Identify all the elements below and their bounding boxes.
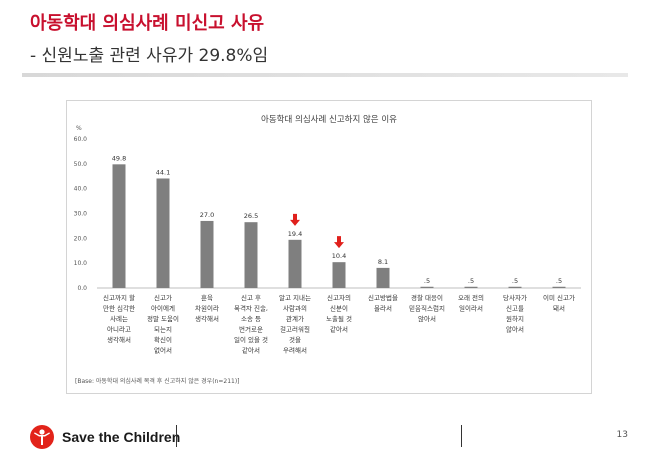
chart-panel: 아동학대 의심사례 신고하지 않은 이유% 0.0 10.0 20.0 30.0 40.0… bbox=[66, 100, 592, 394]
page-number: 13 bbox=[616, 430, 628, 440]
x-category-label: 같아서 bbox=[330, 325, 348, 334]
header-divider bbox=[22, 73, 628, 77]
slide-subtitle: - 신원노출 관련 사유가 29.8%임 bbox=[30, 46, 269, 66]
x-category-label: 되는지 bbox=[154, 325, 172, 334]
x-category-label: 노출될 것 bbox=[326, 314, 352, 323]
bar bbox=[112, 164, 126, 288]
bar-data-label: 44.1 bbox=[156, 168, 170, 176]
bar bbox=[244, 222, 258, 288]
highlight-arrow-icon bbox=[334, 236, 344, 249]
y-tick-label: 40.0 bbox=[74, 186, 88, 193]
y-tick-label: 20.0 bbox=[74, 235, 88, 242]
bar bbox=[332, 262, 346, 288]
slide-title: 아동학대 의심사례 미신고 사유 bbox=[30, 13, 265, 34]
x-category-label: 알고 지내는 bbox=[279, 293, 311, 302]
x-category-label: 당사자가 bbox=[503, 293, 527, 302]
x-category-label: 우려해서 bbox=[283, 346, 307, 355]
y-tick-label: 50.0 bbox=[74, 161, 88, 168]
x-category-label: 것을 bbox=[289, 335, 301, 344]
x-category-label: 없어서 bbox=[154, 346, 172, 355]
x-category-label: 정말 도움이 bbox=[147, 314, 179, 323]
footer-divider-left bbox=[176, 425, 177, 447]
x-category-label: 일이 있을 것 bbox=[234, 335, 268, 344]
x-category-label: 돼서 bbox=[553, 304, 565, 313]
highlight-arrow-icon bbox=[290, 213, 300, 226]
x-category-label: 원하지 bbox=[506, 314, 524, 323]
bar bbox=[156, 178, 170, 288]
x-category-label: 않아서 bbox=[506, 325, 524, 334]
x-category-label: 훈육 bbox=[201, 293, 213, 302]
bar-data-label: 8.1 bbox=[378, 258, 388, 266]
bar-data-label: .5 bbox=[512, 277, 518, 285]
x-category-label: 않아서 bbox=[418, 314, 436, 323]
bar bbox=[376, 267, 390, 288]
x-category-label: 이미 신고가 bbox=[543, 293, 575, 302]
bar-data-label: .5 bbox=[424, 277, 430, 285]
x-category-label: 신고까지 할 bbox=[103, 293, 135, 302]
x-category-label: 신고자의 bbox=[327, 293, 351, 302]
bar bbox=[552, 286, 566, 288]
x-category-label: 만한 심각한 bbox=[103, 304, 135, 313]
brand-name: Save the Children bbox=[62, 429, 181, 445]
x-category-label: 신분이 bbox=[330, 304, 348, 313]
x-category-label: 오래 전의 bbox=[458, 293, 484, 302]
x-category-label: 생각해서 bbox=[107, 335, 131, 344]
bar bbox=[420, 286, 434, 288]
chart-footnote: [Base: 아동학대 의심사례 목격 후 신고하지 않은 경우(n=211)] bbox=[75, 377, 240, 385]
y-tick-label: 0.0 bbox=[77, 285, 87, 292]
x-category-label: 번거로운 bbox=[239, 325, 263, 334]
bar-data-label: 27.0 bbox=[200, 211, 214, 219]
x-category-label: 신고를 bbox=[506, 304, 524, 313]
x-category-label: 목격자 진술, bbox=[234, 304, 268, 313]
brand-logo: Save the Children bbox=[30, 424, 180, 450]
x-category-label: 경찰 대응이 bbox=[411, 293, 443, 302]
bar-data-label: .5 bbox=[556, 277, 562, 285]
y-tick-label: 30.0 bbox=[74, 211, 88, 218]
x-category-label: 신고 후 bbox=[241, 293, 261, 302]
y-tick-label: 10.0 bbox=[74, 260, 88, 267]
x-category-label: 몰라서 bbox=[374, 304, 392, 313]
bar-data-label: 49.8 bbox=[112, 154, 126, 162]
x-category-label: 관계가 bbox=[286, 314, 304, 323]
bar-data-label: 19.4 bbox=[288, 230, 302, 238]
x-category-label: 걸고러워질 bbox=[280, 325, 310, 334]
x-category-label: 아이에게 bbox=[151, 304, 175, 313]
x-category-label: 같아서 bbox=[242, 346, 260, 355]
bar-data-label: 10.4 bbox=[332, 252, 346, 260]
bar-chart: 아동학대 의심사례 신고하지 않은 이유% 0.0 10.0 20.0 30.0 40.0… bbox=[74, 114, 581, 385]
x-category-label: 아니라고 bbox=[107, 325, 131, 334]
x-category-label: 소송 등 bbox=[241, 315, 261, 323]
x-category-label: 사례는 bbox=[110, 314, 128, 323]
x-category-label: 신고가 bbox=[154, 293, 172, 302]
footer-divider-right bbox=[461, 425, 462, 447]
bar bbox=[508, 286, 522, 288]
chart-title: 아동학대 의심사례 신고하지 않은 이유 bbox=[261, 114, 397, 125]
y-axis-unit-label: % bbox=[76, 125, 82, 132]
y-tick-label: 60.0 bbox=[74, 136, 88, 143]
bar bbox=[288, 239, 302, 288]
save-the-children-logo-icon bbox=[30, 425, 54, 449]
bar bbox=[200, 220, 214, 288]
x-category-label: 생각해서 bbox=[195, 314, 219, 323]
bar bbox=[464, 286, 478, 288]
x-category-label: 신고방법을 bbox=[368, 293, 398, 302]
bar-data-label: .5 bbox=[468, 277, 474, 285]
x-category-label: 차원이라 bbox=[195, 304, 219, 313]
x-category-label: 사람과의 bbox=[283, 304, 307, 313]
bar-data-label: 26.5 bbox=[244, 212, 258, 220]
x-category-label: 일이라서 bbox=[459, 304, 483, 313]
x-category-label: 확신이 bbox=[154, 335, 172, 344]
x-category-label: 믿음직스럽지 bbox=[409, 304, 445, 313]
